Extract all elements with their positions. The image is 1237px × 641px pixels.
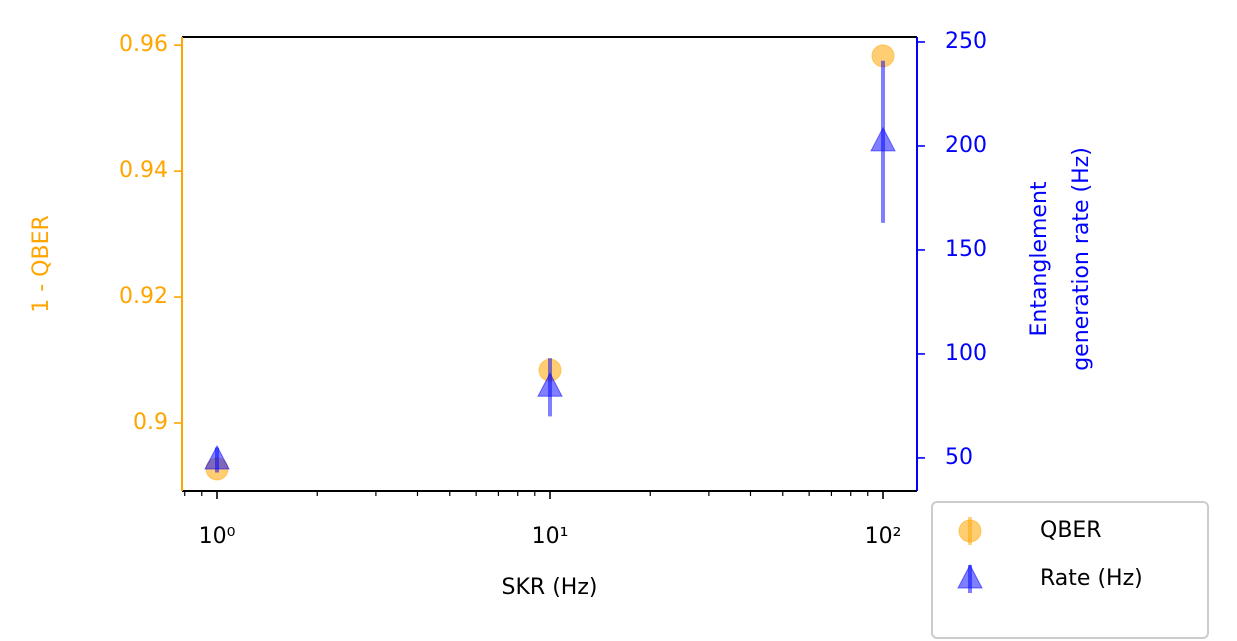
x-axis-label: SKR (Hz) [502,575,598,600]
y2-tick-label: 100 [945,341,987,366]
legend-box [931,501,1209,639]
y-tick-label: 0.96 [119,32,168,57]
y2-axis-label: generation rate (Hz) [1069,147,1094,371]
data-point [204,444,230,470]
legend-marker [958,519,982,543]
x-tick-label: 10² [865,524,902,549]
data-point [870,126,896,152]
data-point [537,372,563,397]
y2-axis-label: Entanglement [1027,181,1052,336]
legend-label: QBER [1040,518,1102,543]
legend-label: Rate (Hz) [1040,566,1143,591]
y2-tick-label: 250 [945,29,987,54]
y2-tick-label: 150 [945,237,987,262]
x-tick-label: 10⁰ [199,524,236,549]
y-tick-label: 0.94 [119,158,168,183]
legend-marker [957,563,983,589]
y-axis-label: 1 - QBER [29,215,54,313]
y-tick-label: 0.9 [133,410,168,435]
y-tick-label: 0.92 [119,284,168,309]
y2-tick-label: 50 [945,445,973,470]
x-tick-label: 10¹ [532,524,569,549]
y2-tick-label: 200 [945,133,987,158]
